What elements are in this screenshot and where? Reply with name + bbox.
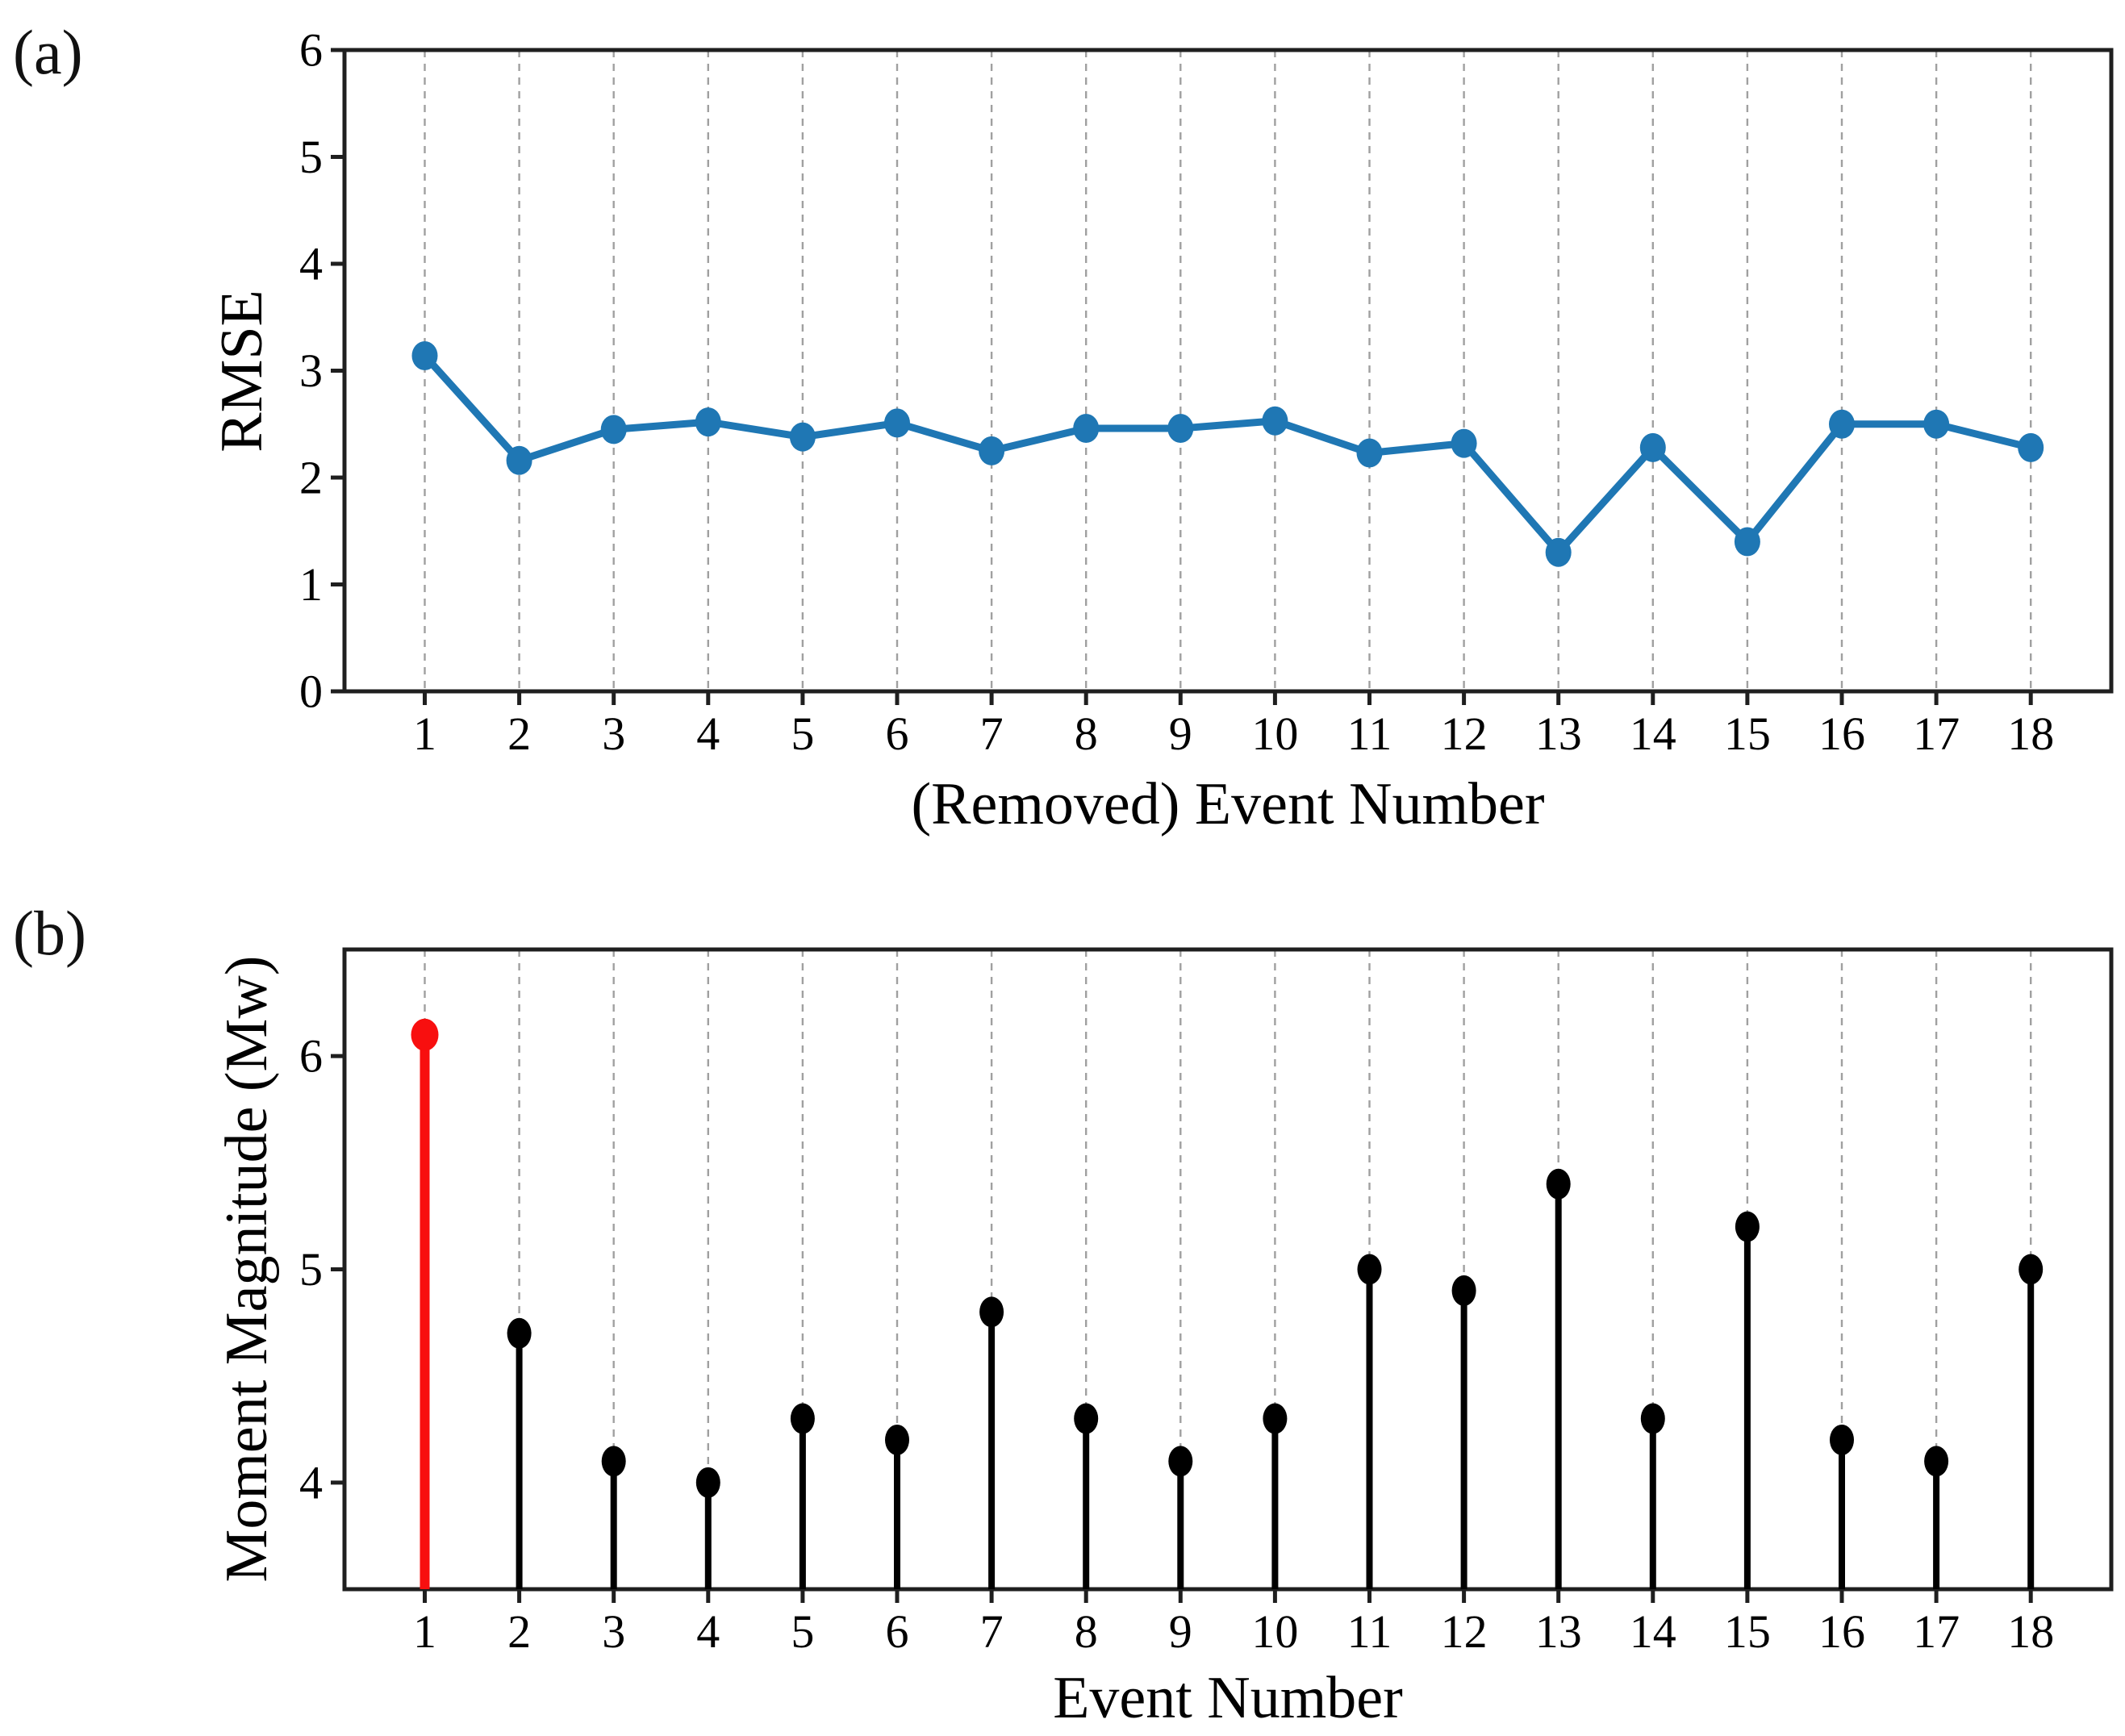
chart-b-grid	[424, 949, 2032, 1589]
data-point-marker	[1734, 527, 1760, 557]
x-tick-label: 15	[1724, 1605, 1771, 1658]
data-point-marker	[884, 408, 910, 438]
x-tick-label: 14	[1630, 1605, 1676, 1658]
x-tick-label: 17	[1913, 707, 1960, 760]
plot-box	[342, 947, 2114, 1592]
x-tick-label: 18	[2007, 707, 2054, 760]
x-tick-label: 13	[1535, 1605, 1582, 1658]
data-point-marker	[506, 445, 532, 475]
data-point-marker	[1356, 438, 1383, 468]
data-point-marker	[1451, 428, 1477, 458]
stem-marker	[1640, 1403, 1665, 1434]
stem-marker	[1830, 1424, 1854, 1455]
x-tick-label: 17	[1913, 1605, 1960, 1658]
x-tick-label: 15	[1724, 707, 1771, 760]
data-point-marker	[600, 415, 627, 444]
panel-label-a: (a)	[13, 17, 83, 87]
stem-marker	[1546, 1168, 1571, 1200]
x-tick-label: 8	[1075, 707, 1098, 760]
data-point-marker	[2018, 432, 2044, 462]
x-tick-label: 2	[507, 1605, 531, 1658]
data-point-marker	[1545, 537, 1572, 567]
x-tick-label: 11	[1347, 1605, 1392, 1658]
panel-label-b: (b)	[13, 898, 86, 968]
data-point-marker	[1167, 414, 1194, 444]
chart-a-series	[411, 340, 2044, 567]
stem-marker	[695, 1467, 720, 1498]
y-tick-label: 2	[299, 452, 323, 504]
data-point-marker	[1829, 409, 1855, 439]
chart-a-y-axis-label: RMSE	[209, 290, 275, 453]
y-tick-label: 0	[299, 666, 323, 718]
stem-marker	[979, 1296, 1004, 1328]
stem-marker	[601, 1446, 626, 1477]
y-tick-label: 5	[299, 1243, 323, 1296]
y-tick-label: 6	[299, 24, 323, 77]
x-tick-label: 7	[980, 1605, 1004, 1658]
x-tick-label: 9	[1169, 707, 1192, 760]
stem-marker	[1263, 1403, 1288, 1434]
x-tick-label: 13	[1535, 707, 1582, 760]
x-tick-label: 12	[1441, 1605, 1488, 1658]
data-point-marker	[695, 407, 721, 437]
x-tick-label: 4	[696, 1605, 720, 1658]
highlighted-stem-marker	[411, 1018, 439, 1051]
x-tick-label: 1	[413, 707, 436, 760]
x-tick-label: 11	[1347, 707, 1392, 760]
chart-a-x-axis-label: (Removed) Event Number	[912, 771, 1545, 837]
chart-b-series	[411, 1018, 2044, 1589]
stem-marker	[2019, 1254, 2044, 1285]
stem-marker	[1168, 1446, 1193, 1477]
stem-marker	[1357, 1254, 1382, 1285]
data-point-marker	[979, 436, 1005, 465]
x-tick-label: 10	[1251, 1605, 1298, 1658]
stem-marker	[1924, 1446, 1949, 1477]
x-tick-label: 6	[886, 707, 909, 760]
chart-b-y-axis-label: Moment Magnitude (Mw)	[214, 956, 280, 1583]
x-tick-label: 14	[1630, 707, 1676, 760]
plot-box	[342, 48, 2114, 694]
x-tick-label: 1	[413, 1605, 436, 1658]
stem-marker	[790, 1403, 815, 1434]
y-tick-label: 6	[299, 1030, 323, 1083]
stem-marker	[1074, 1403, 1099, 1434]
data-point-marker	[789, 422, 816, 452]
x-tick-label: 6	[886, 1605, 909, 1658]
data-point-marker	[411, 340, 438, 370]
data-point-marker	[1639, 432, 1666, 462]
x-tick-label: 9	[1169, 1605, 1192, 1658]
x-tick-label: 3	[602, 707, 625, 760]
x-tick-label: 7	[980, 707, 1004, 760]
stem-marker	[507, 1317, 532, 1349]
x-tick-label: 8	[1075, 1605, 1098, 1658]
stem-marker	[885, 1424, 909, 1455]
y-tick-label: 5	[299, 131, 323, 183]
x-tick-label: 12	[1441, 707, 1488, 760]
chart-a-grid	[424, 50, 2032, 691]
y-tick-label: 3	[299, 344, 323, 397]
x-tick-label: 5	[791, 707, 814, 760]
data-point-marker	[1262, 406, 1288, 436]
data-point-marker	[1073, 414, 1100, 444]
stem-marker	[1451, 1275, 1476, 1306]
x-tick-label: 18	[2007, 1605, 2054, 1658]
x-tick-label: 16	[1818, 707, 1865, 760]
x-tick-label: 16	[1818, 1605, 1865, 1658]
y-tick-label: 1	[299, 558, 323, 611]
series-line	[422, 353, 2032, 557]
x-tick-label: 2	[507, 707, 531, 760]
x-tick-label: 5	[791, 1605, 814, 1658]
y-tick-label: 4	[299, 1456, 323, 1509]
data-point-marker	[1923, 409, 1950, 439]
chart-b-x-axis-label: Event Number	[1053, 1665, 1403, 1731]
x-tick-label: 3	[602, 1605, 625, 1658]
x-tick-label: 10	[1251, 707, 1298, 760]
y-tick-label: 4	[299, 238, 323, 290]
x-tick-label: 4	[696, 707, 720, 760]
stem-marker	[1735, 1211, 1760, 1242]
